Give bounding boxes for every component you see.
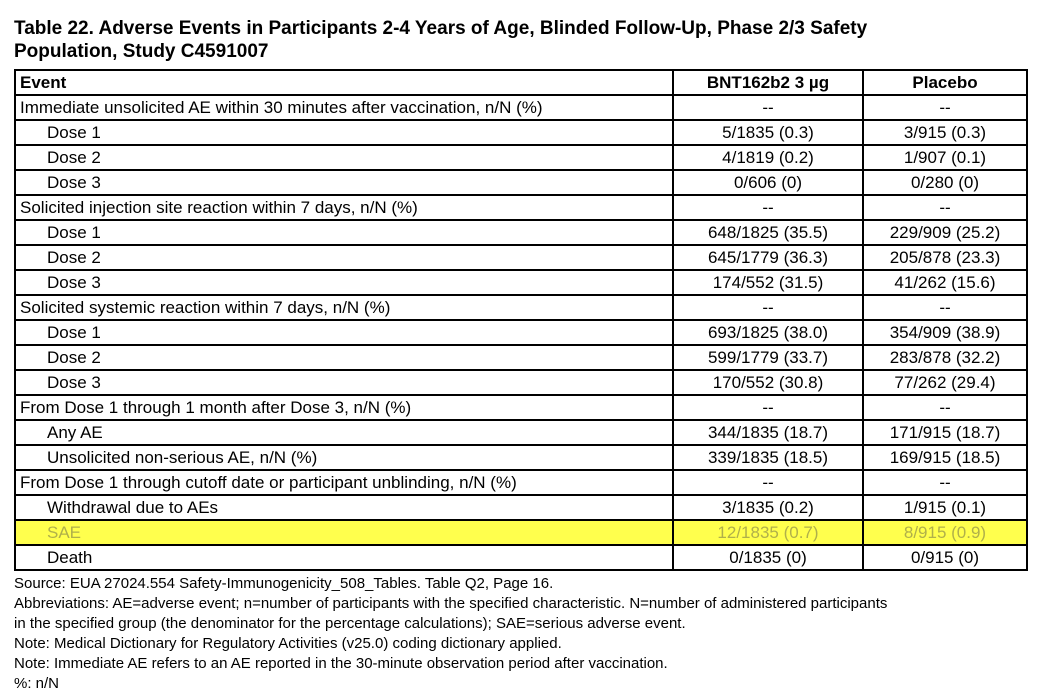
table-row: Dose 2 599/1779 (33.7) 283/878 (32.2)	[14, 344, 1028, 371]
bnt162b2-cell: 3/1835 (0.2)	[672, 494, 864, 521]
placebo-cell: --	[862, 194, 1028, 221]
footnote-percent: %: n/N	[14, 675, 60, 691]
event-cell: Dose 3	[14, 369, 674, 396]
event-cell: Dose 2	[14, 244, 674, 271]
table-row: Dose 3 174/552 (31.5) 41/262 (15.6)	[14, 269, 1028, 296]
table-row: Solicited systemic reaction within 7 day…	[14, 294, 1028, 321]
table-row: Dose 1 693/1825 (38.0) 354/909 (38.9)	[14, 319, 1028, 346]
bnt162b2-cell: 5/1835 (0.3)	[672, 119, 864, 146]
bnt162b2-cell: 645/1779 (36.3)	[672, 244, 864, 271]
table-row: Immediate unsolicited AE within 30 minut…	[14, 94, 1028, 121]
footnote-abbreviations-line1: Abbreviations: AE=adverse event; n=numbe…	[14, 595, 888, 612]
table-row: Unsolicited non-serious AE, n/N (%) 339/…	[14, 444, 1028, 471]
column-header-bnt162b2: BNT162b2 3 µg	[672, 69, 864, 96]
bnt162b2-cell: 648/1825 (35.5)	[672, 219, 864, 246]
bnt162b2-cell: --	[672, 469, 864, 496]
table-row: Death 0/1835 (0) 0/915 (0)	[14, 544, 1028, 571]
bnt162b2-cell: 0/1835 (0)	[672, 544, 864, 571]
bnt162b2-cell: 12/1835 (0.7)	[672, 519, 864, 546]
table-row: From Dose 1 through cutoff date or parti…	[14, 469, 1028, 496]
placebo-cell: 41/262 (15.6)	[862, 269, 1028, 296]
bnt162b2-cell: 693/1825 (38.0)	[672, 319, 864, 346]
bnt162b2-cell: 4/1819 (0.2)	[672, 144, 864, 171]
placebo-cell: 169/915 (18.5)	[862, 444, 1028, 471]
event-cell: Dose 3	[14, 269, 674, 296]
table-row: Dose 2 4/1819 (0.2) 1/907 (0.1)	[14, 144, 1028, 171]
event-cell: Dose 1	[14, 219, 674, 246]
event-cell: From Dose 1 through 1 month after Dose 3…	[14, 394, 674, 421]
table-row: Dose 3 0/606 (0) 0/280 (0)	[14, 169, 1028, 196]
event-cell: Solicited systemic reaction within 7 day…	[14, 294, 674, 321]
event-cell: Unsolicited non-serious AE, n/N (%)	[14, 444, 674, 471]
footnote-source: Source: EUA 27024.554 Safety-Immunogenic…	[14, 575, 554, 592]
event-cell: From Dose 1 through cutoff date or parti…	[14, 469, 674, 496]
bnt162b2-cell: --	[672, 194, 864, 221]
event-cell: Dose 2	[14, 344, 674, 371]
footnotes: Source: EUA 27024.554 Safety-Immunogenic…	[14, 574, 1061, 691]
table-row: Dose 1 5/1835 (0.3) 3/915 (0.3)	[14, 119, 1028, 146]
event-cell: Solicited injection site reaction within…	[14, 194, 674, 221]
event-cell: Any AE	[14, 419, 674, 446]
event-cell: Dose 1	[14, 119, 674, 146]
event-cell: Dose 1	[14, 319, 674, 346]
event-cell: SAE	[14, 519, 674, 546]
placebo-cell: 229/909 (25.2)	[862, 219, 1028, 246]
table-title: Table 22. Adverse Events in Participants…	[14, 17, 1061, 63]
placebo-cell: 8/915 (0.9)	[862, 519, 1028, 546]
table-row: Any AE 344/1835 (18.7) 171/915 (18.7)	[14, 419, 1028, 446]
table-title-line2: Population, Study C4591007	[14, 41, 269, 62]
placebo-cell: 1/915 (0.1)	[862, 494, 1028, 521]
placebo-cell: 205/878 (23.3)	[862, 244, 1028, 271]
placebo-cell: 283/878 (32.2)	[862, 344, 1028, 371]
bnt162b2-cell: --	[672, 294, 864, 321]
table-title-line1: Table 22. Adverse Events in Participants…	[14, 18, 868, 39]
event-cell: Withdrawal due to AEs	[14, 494, 674, 521]
event-cell: Immediate unsolicited AE within 30 minut…	[14, 94, 674, 121]
placebo-cell: --	[862, 469, 1028, 496]
bnt162b2-cell: 599/1779 (33.7)	[672, 344, 864, 371]
event-cell: Dose 3	[14, 169, 674, 196]
placebo-cell: --	[862, 94, 1028, 121]
bnt162b2-cell: 339/1835 (18.5)	[672, 444, 864, 471]
placebo-cell: 171/915 (18.7)	[862, 419, 1028, 446]
bnt162b2-cell: --	[672, 94, 864, 121]
placebo-cell: 77/262 (29.4)	[862, 369, 1028, 396]
placebo-cell: --	[862, 294, 1028, 321]
column-header-placebo: Placebo	[862, 69, 1028, 96]
event-cell: Dose 2	[14, 144, 674, 171]
table-row: Dose 1 648/1825 (35.5) 229/909 (25.2)	[14, 219, 1028, 246]
placebo-cell: 1/907 (0.1)	[862, 144, 1028, 171]
placebo-cell: --	[862, 394, 1028, 421]
footnote-abbreviations-line2: in the specified group (the denominator …	[14, 615, 686, 632]
bnt162b2-cell: 170/552 (30.8)	[672, 369, 864, 396]
table-row: Withdrawal due to AEs 3/1835 (0.2) 1/915…	[14, 494, 1028, 521]
column-header-event: Event	[14, 69, 674, 96]
bnt162b2-cell: 174/552 (31.5)	[672, 269, 864, 296]
table-row: From Dose 1 through 1 month after Dose 3…	[14, 394, 1028, 421]
table-row: Solicited injection site reaction within…	[14, 194, 1028, 221]
bnt162b2-cell: --	[672, 394, 864, 421]
table-row: Dose 3 170/552 (30.8) 77/262 (29.4)	[14, 369, 1028, 396]
bnt162b2-cell: 344/1835 (18.7)	[672, 419, 864, 446]
bnt162b2-cell: 0/606 (0)	[672, 169, 864, 196]
adverse-events-table: Event BNT162b2 3 µg Placebo Immediate un…	[14, 69, 1028, 571]
table-row: Dose 2 645/1779 (36.3) 205/878 (23.3)	[14, 244, 1028, 271]
event-cell: Death	[14, 544, 674, 571]
placebo-cell: 354/909 (38.9)	[862, 319, 1028, 346]
footnote-meddra: Note: Medical Dictionary for Regulatory …	[14, 635, 562, 652]
table-header-row: Event BNT162b2 3 µg Placebo	[14, 69, 1028, 96]
footnote-immediate-ae: Note: Immediate AE refers to an AE repor…	[14, 655, 668, 672]
placebo-cell: 0/280 (0)	[862, 169, 1028, 196]
placebo-cell: 3/915 (0.3)	[862, 119, 1028, 146]
placebo-cell: 0/915 (0)	[862, 544, 1028, 571]
table-row-sae-highlighted: SAE 12/1835 (0.7) 8/915 (0.9)	[14, 519, 1028, 546]
